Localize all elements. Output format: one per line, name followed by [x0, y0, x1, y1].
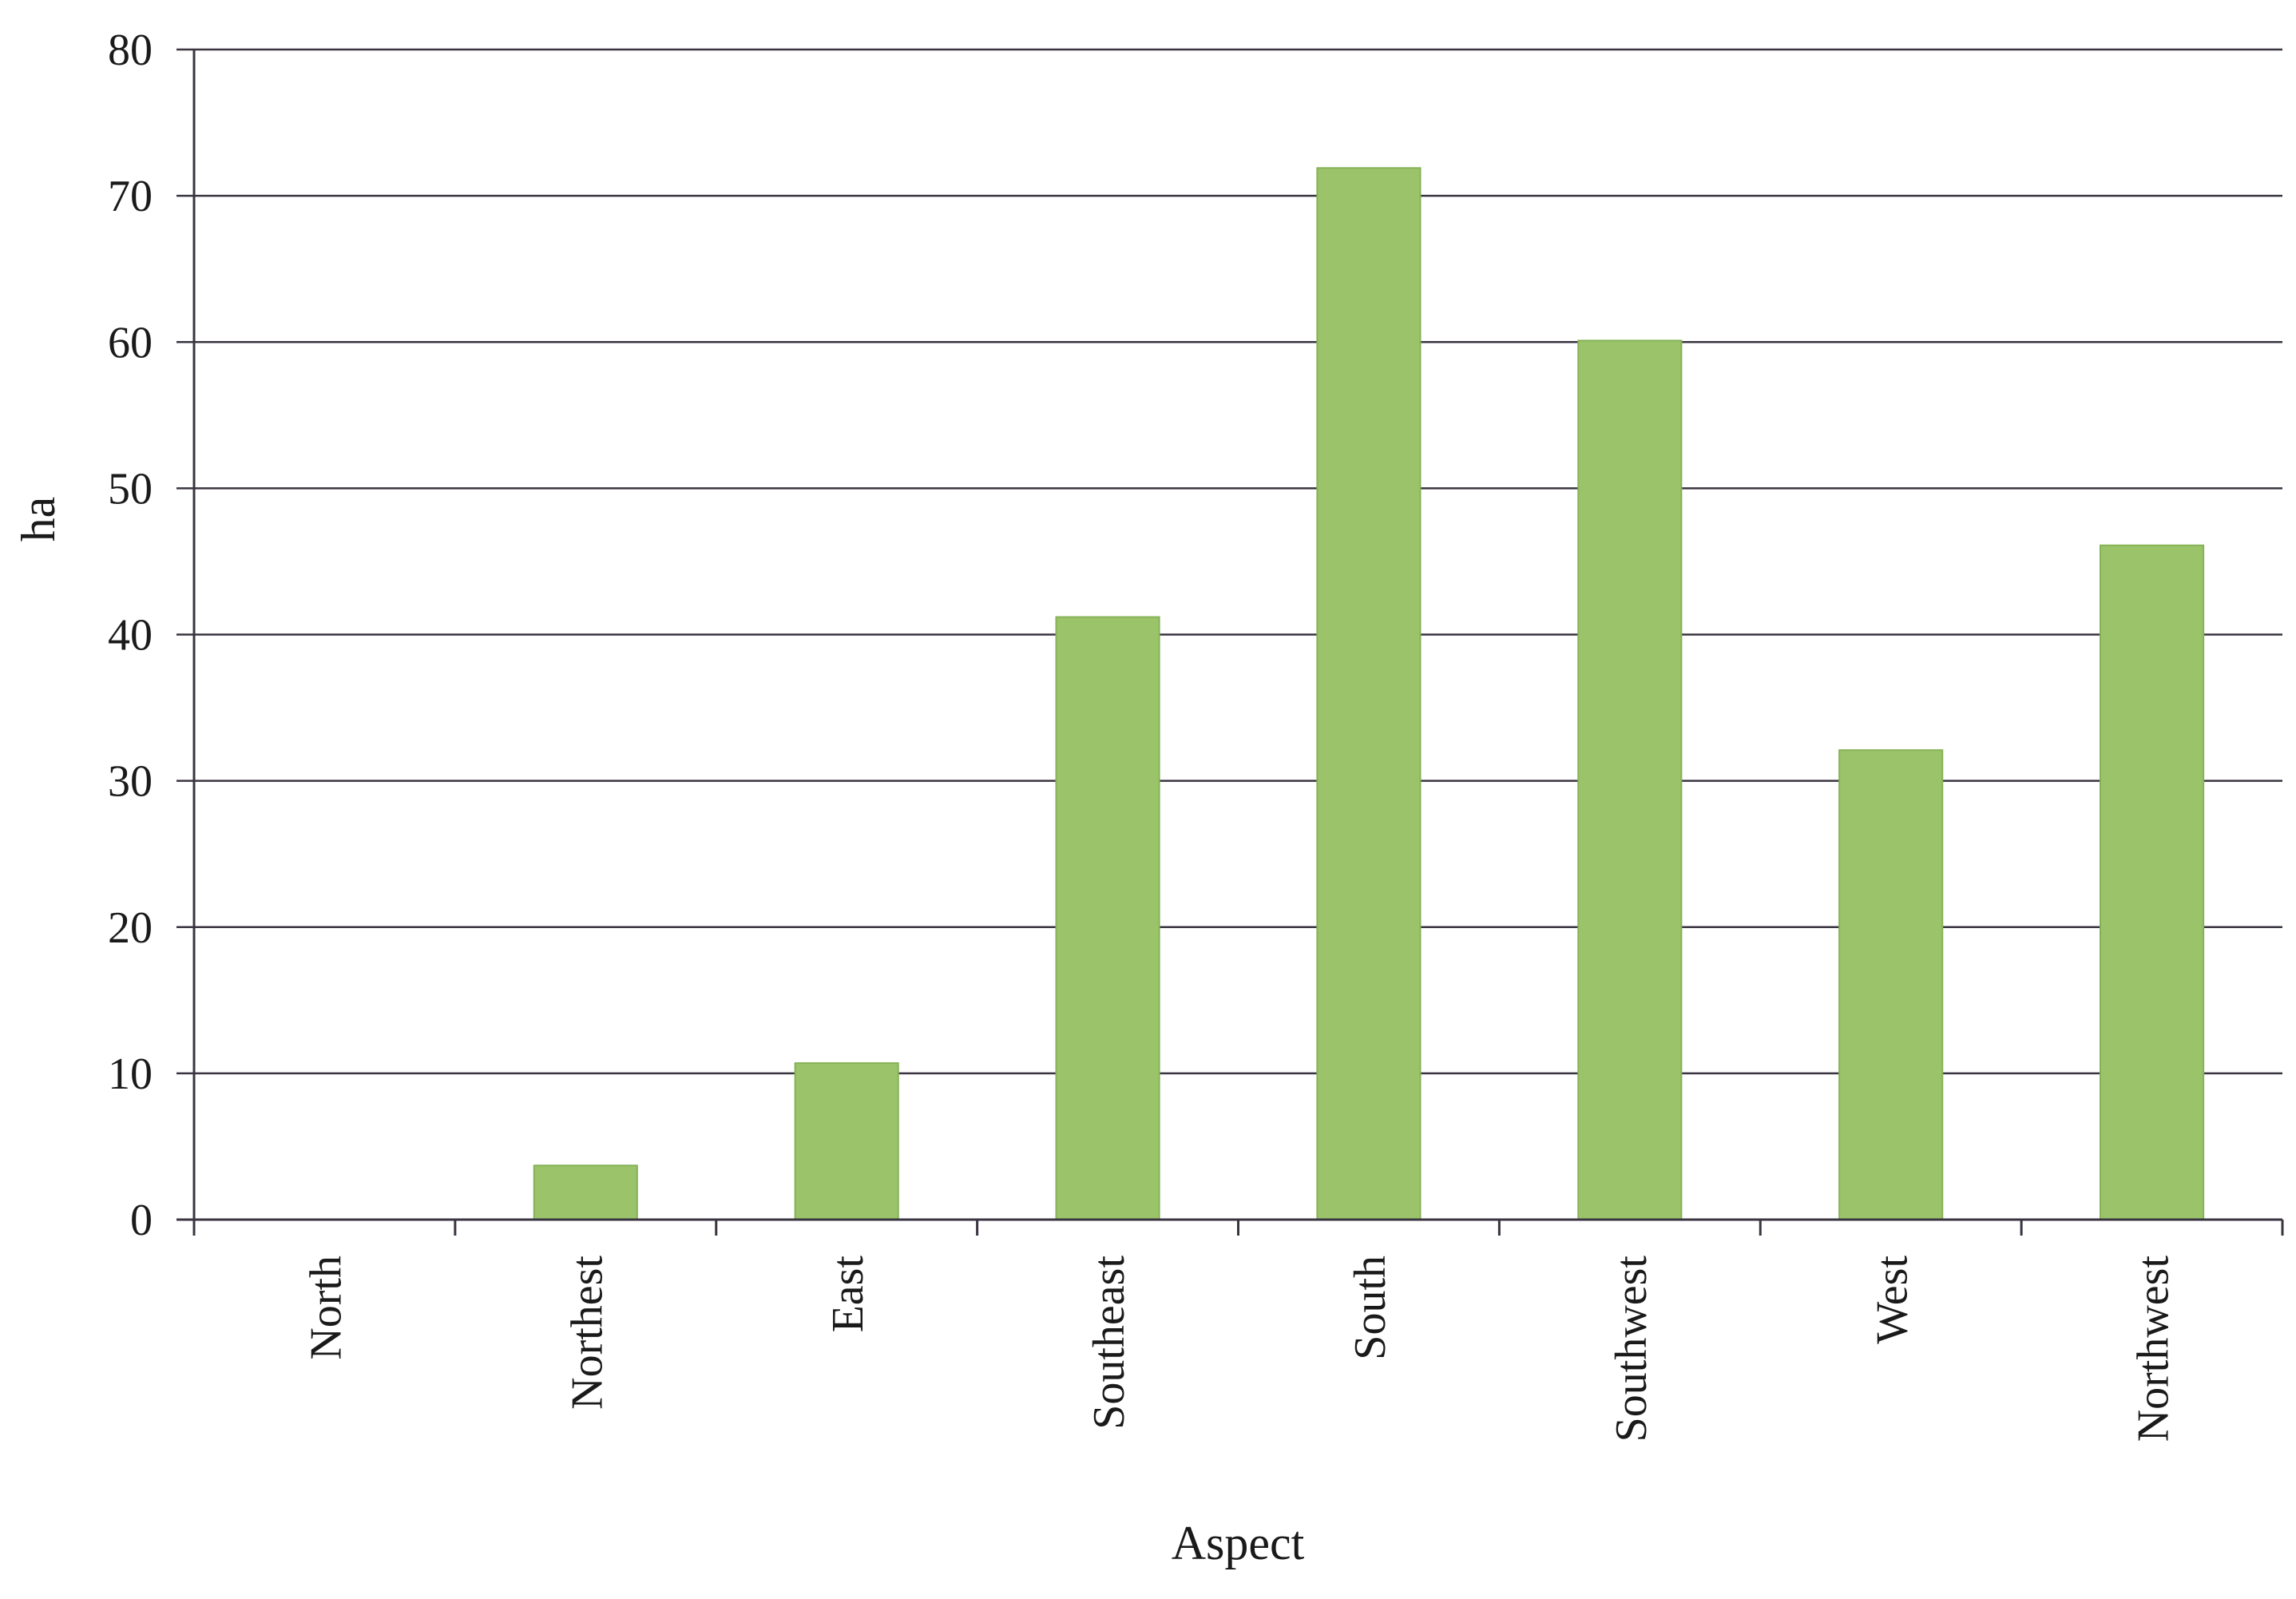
y-tick-label: 10 — [108, 1049, 153, 1099]
bars — [533, 167, 2205, 1221]
x-tick-label: East — [823, 1256, 873, 1333]
y-tick-label: 50 — [108, 464, 153, 514]
bar-south — [1316, 167, 1422, 1220]
x-axis-title: Aspect — [1172, 1517, 1305, 1569]
x-tick-label: South — [1346, 1256, 1395, 1360]
y-tick-label: 30 — [108, 757, 153, 807]
axes — [176, 50, 2284, 1236]
bar-east — [794, 1062, 899, 1221]
y-tick-label: 40 — [108, 611, 153, 661]
y-tick-label: 70 — [108, 172, 153, 221]
bar-northwest — [2100, 544, 2205, 1220]
gridlines — [176, 48, 2282, 1075]
bar-southwest — [1577, 339, 1683, 1221]
y-tick-label: 0 — [130, 1196, 153, 1245]
x-tick-label: Southeast — [1085, 1256, 1134, 1430]
x-tick-label: West — [1868, 1256, 1917, 1344]
x-tick-label: Northwest — [2129, 1256, 2179, 1442]
y-tick-label: 20 — [108, 903, 153, 953]
x-tick-label: Southwest — [1607, 1256, 1656, 1442]
x-tick-label: Northest — [562, 1256, 612, 1410]
y-tick-label: 80 — [108, 26, 153, 75]
x-tick-label: North — [301, 1256, 351, 1360]
y-tick-labels: 0 10 20 30 40 50 60 70 80 — [108, 26, 153, 1245]
bar-northest — [533, 1165, 638, 1221]
x-tick-labels: North Northest East Southeast South Southwest… — [301, 1256, 2178, 1442]
bar-west — [1838, 749, 1944, 1220]
y-tick-label: 60 — [108, 318, 153, 367]
y-axis-title: ha — [12, 497, 65, 542]
bar-southeast — [1055, 616, 1160, 1220]
